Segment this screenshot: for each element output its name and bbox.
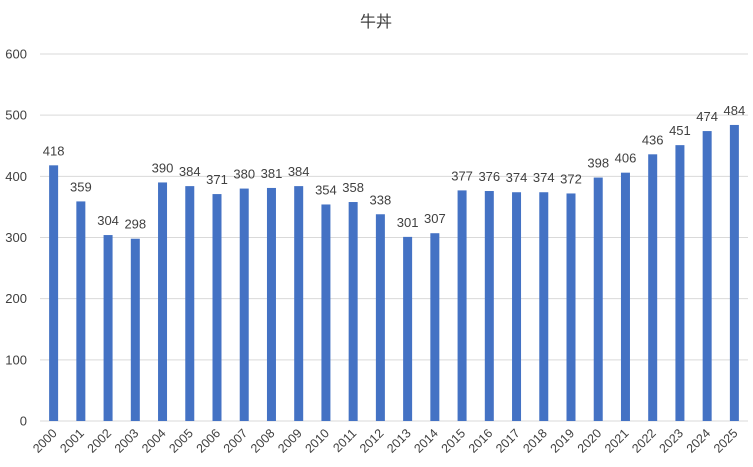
y-tick-label: 100 xyxy=(5,352,27,367)
x-tick-label: 2017 xyxy=(493,426,523,456)
x-axis-ticks: 2000200120022003200420052006200720082009… xyxy=(30,426,740,456)
data-label: 377 xyxy=(451,168,473,183)
data-label: 380 xyxy=(233,167,255,182)
bar xyxy=(430,233,440,421)
data-label: 374 xyxy=(506,170,528,185)
x-tick-label: 2007 xyxy=(221,426,251,456)
x-tick-label: 2015 xyxy=(439,426,469,456)
data-label: 359 xyxy=(70,179,92,194)
data-label: 301 xyxy=(397,215,419,230)
y-tick-label: 600 xyxy=(5,47,27,62)
y-axis-ticks: 0 100 200 300 400 500 600 xyxy=(5,47,27,429)
x-tick-label: 2019 xyxy=(548,426,578,456)
gridlines xyxy=(40,53,748,422)
bar xyxy=(566,193,576,421)
bar xyxy=(185,186,195,421)
y-tick-label: 300 xyxy=(5,230,27,245)
bar xyxy=(76,201,86,421)
data-label: 451 xyxy=(669,123,691,138)
bar xyxy=(103,235,113,421)
x-tick-label: 2014 xyxy=(411,426,441,456)
bar xyxy=(702,131,712,421)
bar xyxy=(675,145,685,421)
x-tick-label: 2024 xyxy=(684,426,714,456)
bar xyxy=(375,214,385,421)
bar xyxy=(593,177,603,421)
data-label: 418 xyxy=(43,143,65,158)
bar xyxy=(648,154,658,421)
data-label: 358 xyxy=(342,180,364,195)
bar xyxy=(294,186,304,421)
data-label: 384 xyxy=(288,164,310,179)
y-tick-label: 500 xyxy=(5,108,27,123)
x-tick-label: 2012 xyxy=(357,426,387,456)
x-tick-label: 2021 xyxy=(602,426,632,456)
bar xyxy=(729,124,739,421)
bar xyxy=(403,236,413,421)
x-tick-label: 2009 xyxy=(275,426,305,456)
y-tick-label: 0 xyxy=(20,414,27,429)
x-tick-label: 2011 xyxy=(330,426,359,455)
data-label: 304 xyxy=(97,213,119,228)
data-label: 374 xyxy=(533,170,555,185)
data-label: 406 xyxy=(615,151,637,166)
bar xyxy=(266,187,276,421)
data-label: 381 xyxy=(261,166,283,181)
bar xyxy=(457,190,467,421)
x-tick-label: 2003 xyxy=(112,426,142,456)
y-tick-label: 400 xyxy=(5,169,27,184)
bars xyxy=(49,124,739,421)
bar xyxy=(158,182,168,421)
x-tick-label: 2000 xyxy=(30,426,60,456)
bar xyxy=(49,165,59,421)
data-labels: 418 359 304 298 390 384 371 380 381 384 354 358 338 3… xyxy=(43,103,745,232)
x-tick-label: 2004 xyxy=(139,426,169,456)
x-tick-label: 2006 xyxy=(194,426,224,456)
data-label: 298 xyxy=(124,217,146,232)
bar xyxy=(539,192,549,421)
x-tick-label: 2010 xyxy=(302,426,332,456)
bar xyxy=(512,192,522,421)
data-label: 376 xyxy=(478,169,500,184)
x-tick-label: 2025 xyxy=(711,426,741,456)
x-tick-label: 2008 xyxy=(248,426,278,456)
x-tick-label: 2002 xyxy=(85,426,115,456)
bar xyxy=(212,194,222,421)
data-label: 354 xyxy=(315,182,337,197)
x-tick-label: 2022 xyxy=(629,426,659,456)
data-label: 307 xyxy=(424,211,446,226)
data-label: 484 xyxy=(724,103,746,118)
data-label: 338 xyxy=(370,192,392,207)
chart-title: 牛丼 xyxy=(360,12,392,31)
x-tick-label: 2005 xyxy=(166,426,196,456)
bar xyxy=(620,172,630,421)
x-tick-label: 2018 xyxy=(520,426,550,456)
data-label: 474 xyxy=(696,109,718,124)
data-label: 390 xyxy=(152,160,174,175)
data-label: 398 xyxy=(587,156,609,171)
x-tick-label: 2013 xyxy=(384,426,414,456)
bar xyxy=(348,202,358,421)
data-label: 384 xyxy=(179,164,201,179)
x-tick-label: 2016 xyxy=(466,426,496,456)
x-tick-label: 2023 xyxy=(656,426,686,456)
x-tick-label: 2020 xyxy=(575,426,605,456)
bar xyxy=(321,204,331,421)
y-tick-label: 200 xyxy=(5,291,27,306)
data-label: 372 xyxy=(560,171,582,186)
bar xyxy=(239,188,249,421)
data-label: 436 xyxy=(642,132,664,147)
bar xyxy=(484,191,494,421)
data-label: 371 xyxy=(206,172,228,187)
bar xyxy=(130,238,140,421)
x-tick-label: 2001 xyxy=(57,426,87,456)
